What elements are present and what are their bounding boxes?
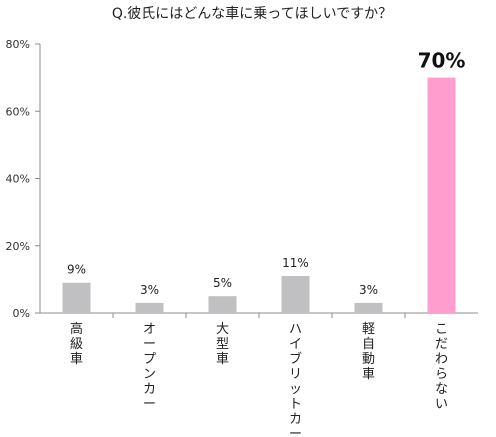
bar-value-label: 3%: [359, 283, 378, 297]
bar-value-label: 70%: [418, 49, 466, 73]
y-tick-label: 20%: [6, 240, 30, 253]
y-tick-label: 40%: [6, 173, 30, 186]
category-labels: 高級車 オープンカー 大型車 ハイブリットカー 軽自動車 こだわらない: [70, 321, 448, 437]
bar-value-label: 5%: [213, 276, 232, 290]
bar-value-label: 9%: [67, 263, 86, 277]
bars: [62, 77, 456, 313]
category-label: ハイブリットカー: [289, 322, 302, 437]
bar: [354, 302, 383, 313]
chart-title: Q.彼氏にはどんな車に乗ってほしいですか？: [112, 5, 392, 22]
bar: [208, 296, 237, 313]
bar-value-label: 11%: [282, 256, 309, 270]
bar-value-label: 3%: [140, 283, 159, 297]
y-tick-label: 0%: [13, 307, 30, 320]
category-label: 高級車: [70, 321, 83, 367]
bar: [62, 282, 91, 313]
y-tick-label: 80%: [6, 38, 30, 51]
y-tick-label: 60%: [6, 105, 30, 118]
bar: [281, 276, 310, 313]
y-axis: 0% 20% 40% 60% 80%: [6, 38, 478, 320]
category-label: こだわらない: [435, 322, 448, 412]
category-label: 大型車: [216, 322, 229, 367]
bar: [427, 77, 456, 313]
category-label: 軽自動車: [362, 322, 375, 382]
category-label: オープンカー: [143, 322, 156, 412]
bar: [135, 302, 164, 313]
value-labels: 9% 3% 5% 11% 3% 70%: [67, 49, 465, 297]
